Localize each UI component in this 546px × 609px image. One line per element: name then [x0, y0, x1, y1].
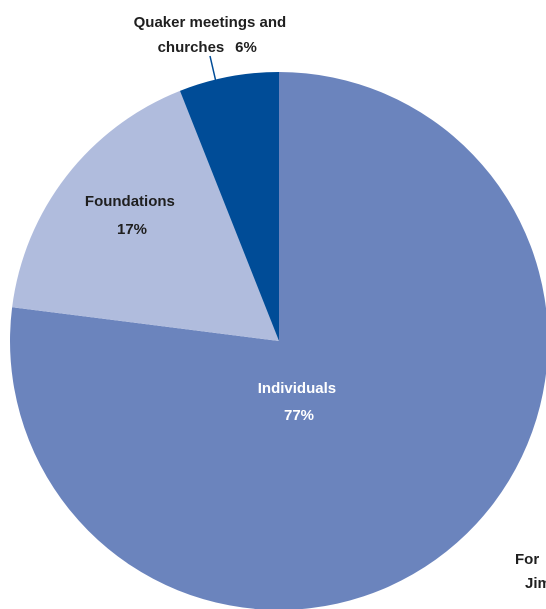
pie-slice-foundations: [12, 90, 280, 341]
slice-label-individuals: Individuals 77%: [258, 380, 341, 424]
edge-text-line2: Jim: [525, 575, 546, 592]
slice-value-quaker: 6%: [235, 39, 257, 56]
slice-label-quaker-line2: churches: [158, 39, 225, 56]
pie-slice-quaker: [179, 72, 279, 341]
slice-label-individuals-name: Individuals: [258, 380, 336, 397]
slice-label-quaker-line1: Quaker meetings and: [134, 14, 287, 31]
slice-value-individuals: 77%: [284, 407, 314, 424]
edge-text-line1: For: [515, 551, 539, 568]
quaker-leader-line: [209, 55, 217, 83]
edge-text: For Jim: [515, 551, 546, 592]
slice-label-foundations: Foundations 17%: [85, 193, 179, 238]
pie-slices: [10, 72, 546, 609]
slice-value-foundations: 17%: [117, 221, 147, 238]
pie-slice-individuals: [10, 72, 546, 609]
slice-label-foundations-name: Foundations: [85, 193, 175, 210]
slice-label-quaker: Quaker meetings and churches 6%: [134, 14, 291, 56]
